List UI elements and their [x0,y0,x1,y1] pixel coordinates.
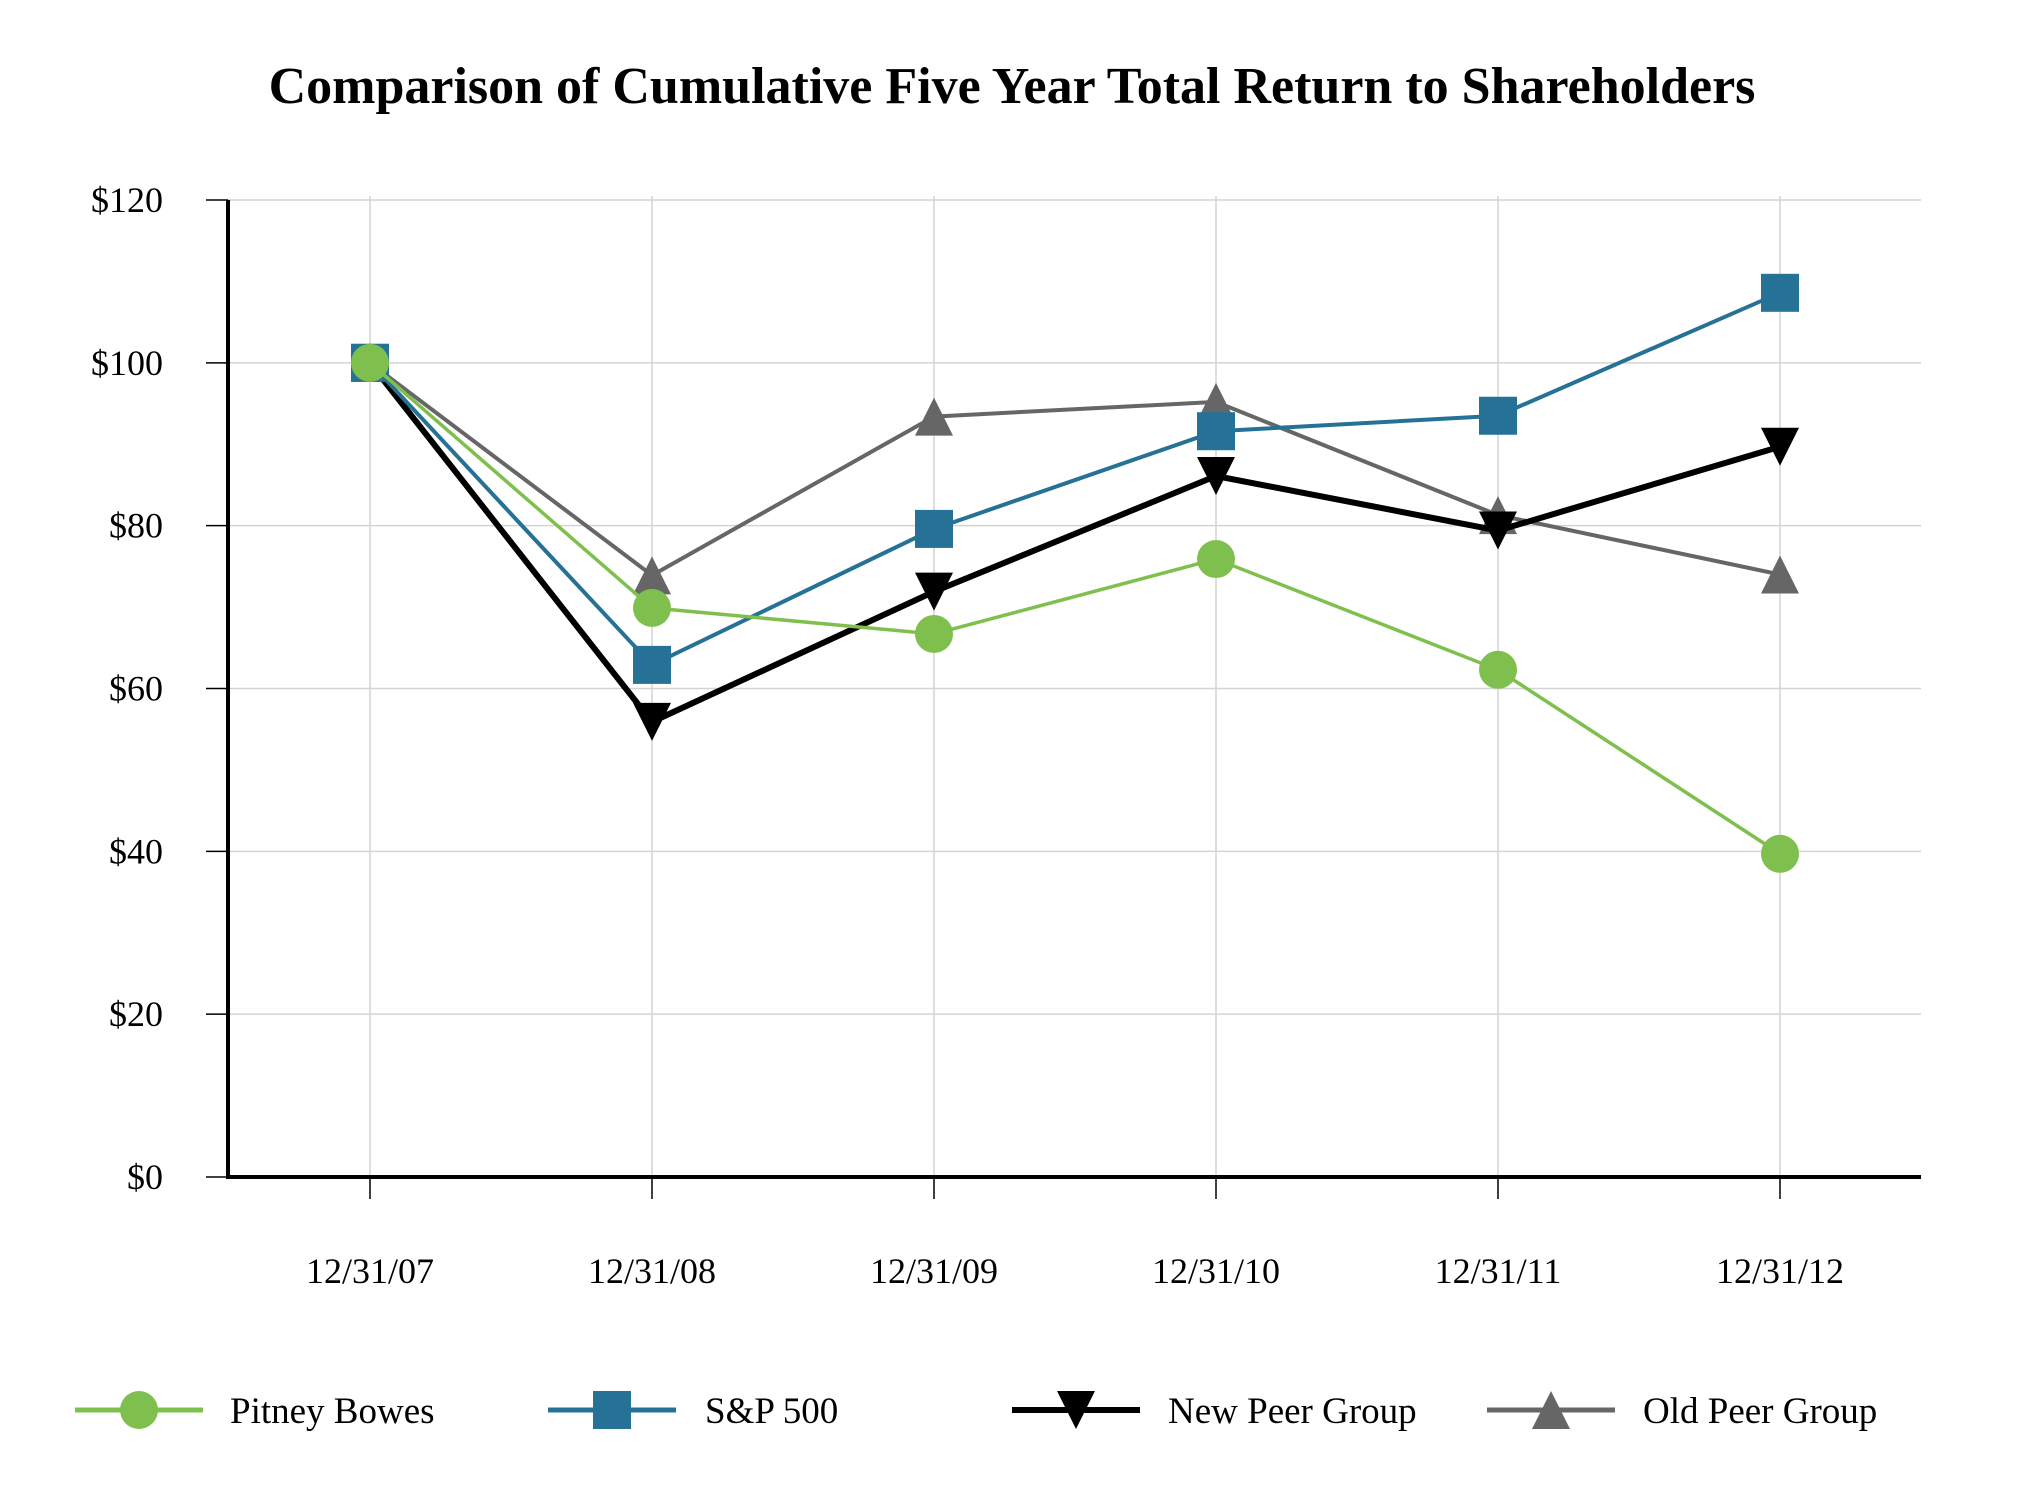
legend-marker-square-icon [593,1391,631,1429]
legend: Pitney Bowes S&P 500 New Peer Group Old Pee… [75,1391,1877,1432]
series-line [367,360,1781,726]
gridlines [228,196,1921,1177]
series-pitney-bowes [351,343,1799,873]
legend-item: Old Peer Group [1487,1391,1877,1432]
data-point [1197,382,1235,421]
data-point [1479,511,1517,550]
chart-title: Comparison of Cumulative Five Year Total… [269,58,1756,115]
data-point [1479,650,1517,689]
data-point [915,397,953,436]
y-axis-ticks: $0 $20 $40 $60 $80 $100 $120 [91,180,228,1197]
data-point [915,572,953,611]
y-tick-label: $80 [109,506,163,546]
y-tick-label: $20 [109,994,163,1034]
data-point [1761,555,1799,594]
legend-marker-triangle-up-icon [1532,1391,1570,1429]
data-point [1197,412,1235,451]
data-point [1197,540,1235,579]
data-point [633,645,671,684]
x-tick-label: 12/31/09 [870,1251,998,1291]
y-tick-label: $0 [127,1157,163,1197]
data-point [351,343,389,382]
series-new-peer-group [351,343,1799,741]
legend-label: Old Peer Group [1643,1391,1877,1432]
y-tick-label: $40 [109,831,163,871]
legend-label: S&P 500 [705,1391,838,1432]
y-tick-label: $60 [109,669,163,709]
x-tick-label: 12/31/10 [1152,1251,1280,1291]
data-point [1479,396,1517,435]
data-point [915,509,953,548]
x-tick-label: 12/31/11 [1435,1251,1562,1291]
legend-marker-triangle-down-icon [1057,1391,1095,1429]
series-s-p-500 [351,273,1799,684]
x-tick-label: 12/31/12 [1716,1251,1844,1291]
x-axis-ticks: 12/31/07 12/31/08 12/31/09 12/31/10 12/31/11… [306,1177,1844,1291]
legend-item: Pitney Bowes [75,1391,435,1432]
series-line [368,361,1781,578]
data-point [1761,834,1799,873]
x-tick-label: 12/31/07 [306,1251,434,1291]
x-tick-label: 12/31/08 [588,1251,716,1291]
legend-marker-circle-icon [120,1391,158,1429]
axes [226,200,1921,1179]
data-point [633,702,671,741]
series-old-peer-group [351,343,1799,595]
data-point [1761,427,1799,466]
series-line [368,361,1781,856]
legend-item: New Peer Group [1012,1391,1417,1432]
data-point [633,588,671,627]
y-tick-label: $120 [91,180,163,220]
legend-label: New Peer Group [1168,1391,1417,1432]
legend-item: S&P 500 [548,1391,838,1432]
data-point [1197,457,1235,496]
y-tick-label: $100 [91,343,163,383]
data-point [915,614,953,653]
series-group [351,273,1799,873]
data-point [1761,273,1799,312]
data-point [633,556,671,595]
series-line [368,290,1781,668]
legend-label: Pitney Bowes [230,1391,435,1432]
